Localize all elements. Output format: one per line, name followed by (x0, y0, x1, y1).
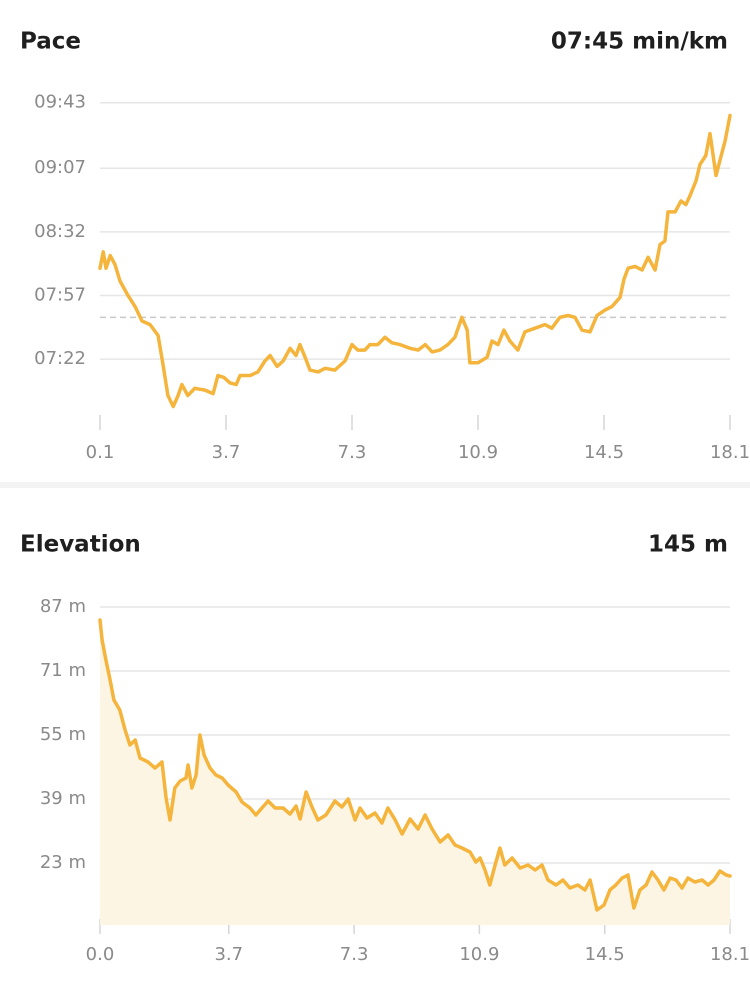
x-tick-label: 3.7 (212, 442, 241, 463)
x-tick-label: 14.5 (584, 442, 624, 463)
x-tick-label: 10.9 (459, 944, 499, 965)
y-tick-label: 07:57 (34, 285, 86, 306)
y-tick-label: 08:32 (34, 221, 86, 242)
divider (0, 482, 750, 488)
y-tick-label: 09:43 (34, 92, 86, 113)
line (98, 618, 732, 912)
x-tick-label: 18.1 (710, 442, 750, 463)
y-tick-label: 55 m (40, 724, 86, 745)
chart-title: Pace (20, 29, 81, 55)
y-tick-label: 39 m (40, 788, 86, 809)
chart-summary: 145 m (648, 532, 728, 558)
y-tick-label: 87 m (40, 596, 86, 617)
x-tick-label: 3.7 (214, 944, 243, 965)
x-tick-label: 0.1 (86, 442, 115, 463)
area (100, 620, 730, 925)
y-tick-label: 09:07 (34, 157, 86, 178)
x-tick-label: 7.3 (338, 442, 367, 463)
y-tick-label: 71 m (40, 660, 86, 681)
x-tick-label: 10.9 (458, 442, 498, 463)
y-tick-label: 07:22 (34, 348, 86, 369)
x-tick-label: 14.5 (585, 944, 625, 965)
x-tick-label: 18.1 (710, 944, 750, 965)
x-tick-label: 7.3 (340, 944, 369, 965)
y-tick-label: 23 m (40, 852, 86, 873)
line (98, 113, 732, 409)
chart-title: Elevation (20, 532, 141, 558)
x-tick-label: 0.0 (86, 944, 115, 965)
chart-summary: 07:45 min/km (551, 29, 728, 55)
